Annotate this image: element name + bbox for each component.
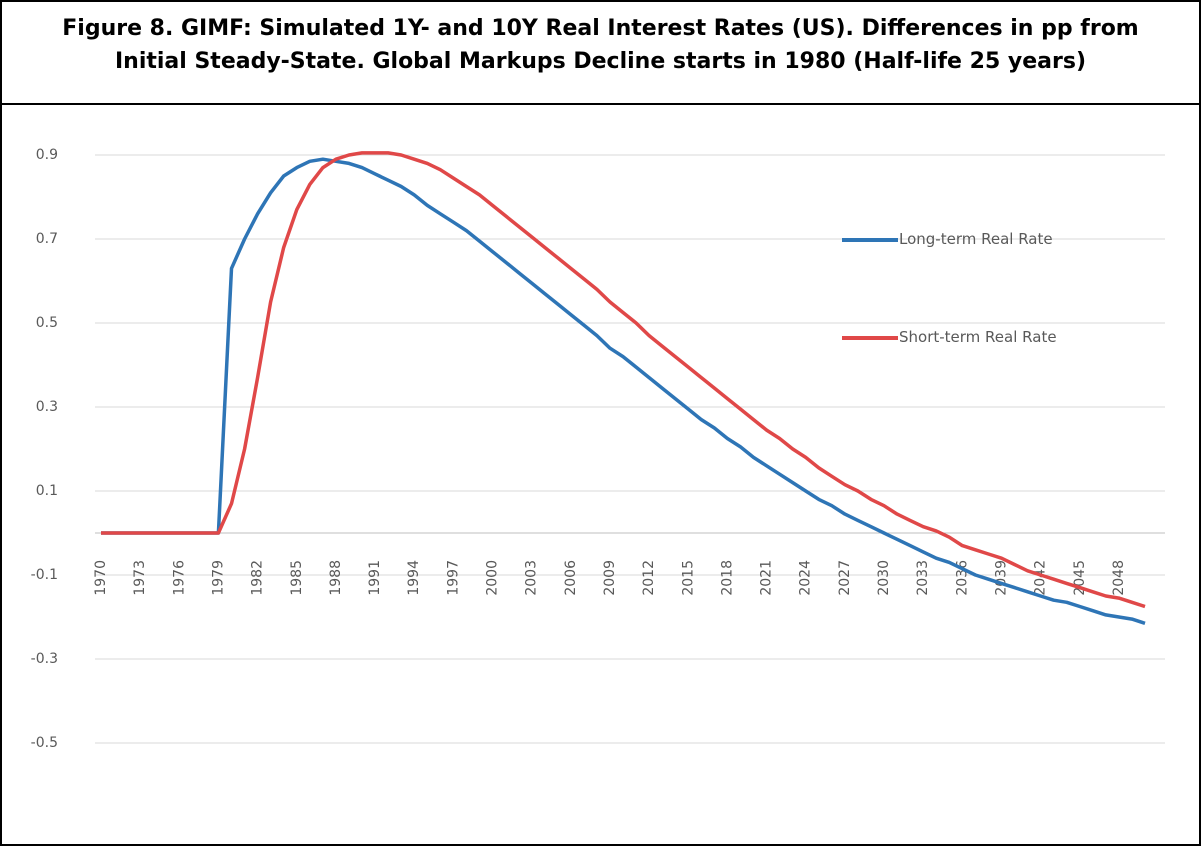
y-tick-label: -0.3 (31, 651, 58, 667)
series-line (101, 157, 1146, 625)
legend-label: Short-term Real Rate (899, 328, 1057, 346)
x-tick-label: 1982 (250, 560, 266, 596)
x-tick-label: 2009 (602, 560, 618, 596)
x-tick-label: 2033 (915, 560, 931, 596)
chart-title: Figure 8. GIMF: Simulated 1Y- and 10Y Re… (62, 16, 1139, 41)
y-tick-label: 0.9 (36, 147, 58, 163)
x-tick-label: 2006 (563, 560, 579, 596)
chart-title: Initial Steady-State. Global Markups Dec… (114, 49, 1087, 74)
y-tick-label: 0.3 (36, 399, 58, 415)
x-tick-label: 1997 (445, 560, 461, 596)
x-tick-label: 2048 (1111, 560, 1127, 596)
x-tick-label: 1970 (93, 560, 109, 596)
y-tick-label: -0.5 (31, 735, 58, 751)
x-tick-label: 1976 (171, 560, 187, 596)
x-tick-label: 2000 (485, 560, 501, 596)
x-tick-label: 2024 (798, 560, 814, 596)
y-tick-label: 0.5 (36, 315, 58, 331)
x-tick-label: 1988 (328, 560, 344, 596)
x-tick-label: 1991 (367, 560, 383, 596)
x-tick-label: 2018 (719, 560, 735, 596)
x-tick-label: 2012 (641, 560, 657, 596)
y-tick-label: -0.1 (31, 567, 58, 583)
x-tick-label: 2021 (759, 560, 775, 596)
x-tick-label: 1994 (406, 560, 422, 596)
x-tick-label: 2042 (1033, 560, 1049, 596)
x-tick-label: 2003 (524, 560, 540, 596)
y-tick-label: 0.1 (36, 483, 58, 499)
x-tick-label: 2030 (876, 560, 892, 596)
x-tick-label: 1973 (132, 560, 148, 596)
legend-label: Long-term Real Rate (899, 230, 1053, 248)
y-tick-label: 0.7 (36, 231, 58, 247)
x-tick-label: 2027 (837, 560, 853, 596)
x-tick-label: 2015 (680, 560, 696, 596)
x-tick-label: 1985 (289, 560, 305, 596)
x-tick-label: 1979 (210, 560, 226, 596)
series-line (101, 151, 1146, 609)
x-tick-label: 2039 (993, 560, 1009, 596)
